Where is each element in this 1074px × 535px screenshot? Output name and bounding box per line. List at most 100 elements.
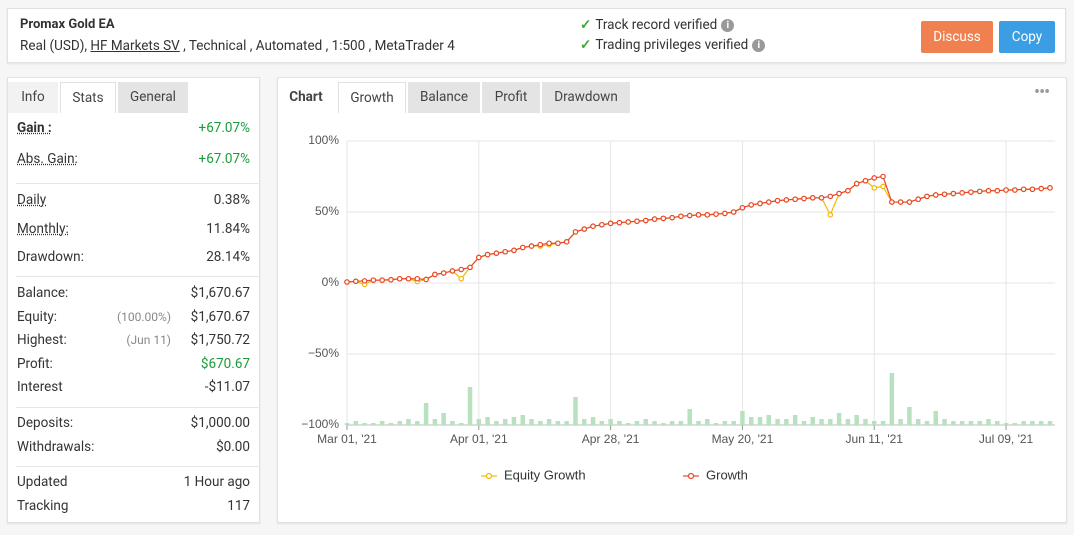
- point: [985, 187, 992, 194]
- tab[interactable]: Stats: [60, 82, 116, 113]
- point: [405, 275, 412, 282]
- bar: [731, 421, 736, 425]
- bar: [344, 423, 350, 425]
- y-tick-label: −100%: [301, 417, 339, 431]
- stat-value: $0.00: [216, 439, 250, 455]
- bar: [845, 419, 851, 425]
- point: [563, 239, 570, 245]
- tab-label: Chart: [278, 82, 334, 113]
- separator: [16, 276, 260, 277]
- bar: [915, 419, 921, 425]
- bar: [696, 421, 701, 425]
- point: [625, 219, 632, 225]
- point: [432, 271, 438, 278]
- bar: [775, 419, 780, 425]
- bar: [608, 419, 613, 425]
- tab[interactable]: Growth: [338, 82, 406, 113]
- bar: [669, 421, 675, 425]
- stat-label[interactable]: Gain :: [17, 120, 52, 136]
- bar: [810, 417, 815, 425]
- bar: [951, 421, 956, 425]
- copy-button[interactable]: Copy: [999, 21, 1055, 53]
- legend-marker: [485, 472, 493, 480]
- point: [774, 197, 781, 204]
- point: [976, 188, 983, 195]
- stats-panel: Info Stats General Gain : +67.07% Abs. Gai…: [7, 77, 260, 523]
- stat-label: Equity:: [17, 309, 58, 325]
- legend-label: Growth: [706, 467, 748, 482]
- bar: [458, 423, 464, 425]
- point: [748, 202, 755, 208]
- stat-label: Highest:: [17, 332, 67, 348]
- bar: [379, 421, 385, 425]
- point: [801, 195, 807, 202]
- bar: [371, 423, 376, 425]
- point: [370, 277, 377, 283]
- stat-label[interactable]: Monthly:: [17, 221, 69, 237]
- y-tick-label: 100%: [308, 133, 339, 147]
- header: Promax Gold EA Real (USD), HF Markets SV…: [7, 8, 1066, 63]
- chart: 100% 50% 0% −50% −100%Mar 01, '21 Apr 01, '21…: [301, 133, 1055, 482]
- bar: [863, 419, 868, 425]
- tab[interactable]: Balance: [408, 82, 480, 113]
- point: [449, 268, 456, 274]
- x-tick-label: May 20, '21: [712, 432, 774, 446]
- point: [994, 187, 1001, 194]
- bar: [590, 417, 596, 425]
- point: [818, 195, 825, 201]
- tab[interactable]: Drawdown: [542, 82, 630, 113]
- point: [458, 275, 465, 282]
- title: Promax Gold EA: [20, 17, 115, 32]
- stat-label: Withdrawals:: [17, 439, 95, 455]
- bar: [942, 419, 947, 425]
- point: [968, 189, 974, 195]
- bar: [529, 419, 534, 425]
- point: [572, 229, 579, 235]
- point: [344, 279, 350, 285]
- point: [880, 183, 886, 190]
- bar: [476, 419, 482, 425]
- bar: [854, 415, 859, 425]
- point: [388, 276, 394, 283]
- point: [713, 211, 719, 217]
- bar: [485, 417, 490, 425]
- info-icon[interactable]: i: [752, 39, 766, 52]
- stat-value: 28.14%: [206, 249, 250, 265]
- point: [458, 266, 465, 273]
- tab[interactable]: Profit: [482, 82, 540, 113]
- broker-link[interactable]: HF Markets SV: [90, 38, 180, 54]
- stat-value: +67.07%: [198, 151, 250, 167]
- tab[interactable]: General: [118, 82, 188, 113]
- point: [924, 193, 930, 200]
- point: [1020, 186, 1027, 193]
- bar: [494, 421, 499, 425]
- point: [827, 193, 834, 200]
- discuss-button[interactable]: Discuss: [921, 21, 993, 53]
- bar: [441, 413, 446, 425]
- bar: [924, 421, 930, 425]
- info-icon[interactable]: i: [721, 19, 735, 32]
- point: [546, 240, 552, 247]
- bar: [1021, 421, 1026, 425]
- verification: ✓ Trading privileges verified i: [580, 37, 766, 53]
- point: [555, 240, 561, 247]
- point: [537, 241, 544, 248]
- stat-label[interactable]: Abs. Gain:: [17, 151, 78, 167]
- bar: [415, 421, 420, 425]
- menu-dots[interactable]: •••: [1034, 82, 1050, 103]
- legend-label: Equity Growth: [504, 467, 586, 482]
- bar: [705, 419, 710, 425]
- bar: [740, 411, 745, 425]
- point: [941, 191, 948, 198]
- point: [467, 264, 473, 271]
- bar: [397, 421, 402, 425]
- point: [519, 244, 526, 251]
- bar: [573, 397, 578, 425]
- bar: [889, 373, 895, 425]
- bar: [977, 421, 982, 425]
- point: [396, 275, 403, 282]
- point: [660, 215, 667, 222]
- chart-panel: Chart Growth Balance Profit Drawdown •••: [277, 77, 1067, 523]
- stat-label[interactable]: Daily: [17, 192, 47, 208]
- tab[interactable]: Info: [8, 82, 58, 113]
